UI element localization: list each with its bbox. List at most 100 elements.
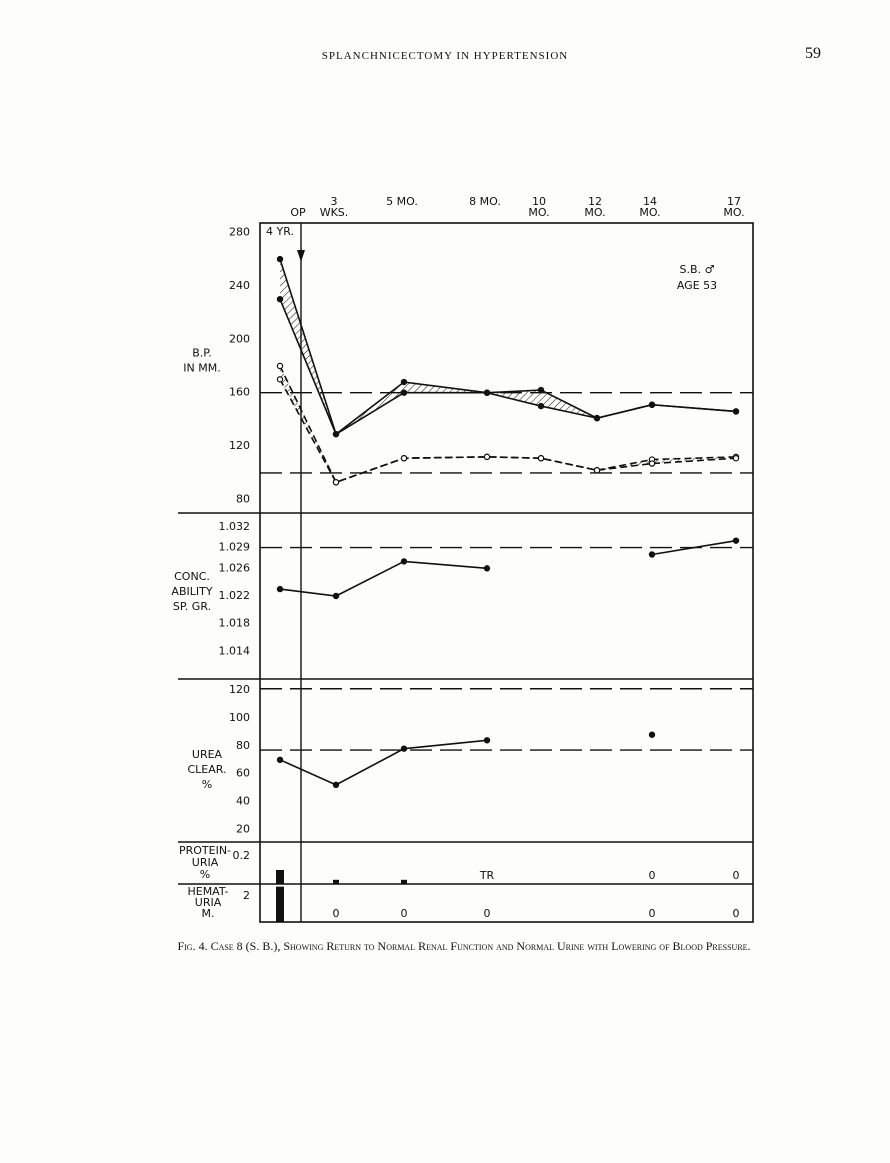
y-axis-label-line: CONC. — [174, 570, 210, 583]
x-tick-label: 5 MO. — [386, 195, 418, 208]
data-point — [332, 479, 340, 486]
series-line — [279, 298, 737, 436]
bar — [401, 879, 407, 884]
y-axis-label-line: CLEAR. — [187, 763, 226, 776]
data-point — [732, 537, 740, 544]
y-tick-label: 1.018 — [219, 617, 251, 630]
data-point — [593, 467, 601, 474]
data-point — [732, 455, 740, 462]
y-axis-label-line: % — [200, 868, 210, 881]
value-label: 0 — [649, 907, 656, 920]
data-point — [276, 295, 284, 303]
data-point — [400, 455, 408, 462]
y-axis-label-line: ABILITY — [171, 585, 212, 598]
data-point — [483, 389, 491, 396]
data-point — [593, 414, 601, 422]
y-tick-label: 80 — [236, 739, 250, 752]
y-axis-label-line: UREA — [192, 748, 223, 761]
y-axis-label-line: SP. GR. — [173, 600, 211, 613]
y-axis-label: B.P. IN MM. — [183, 347, 220, 375]
data-point — [276, 585, 284, 593]
y-tick-label: 40 — [236, 795, 250, 808]
hatch-band — [280, 259, 736, 435]
data-point — [648, 551, 656, 558]
data-point — [732, 408, 740, 415]
y-axis-label: UREA CLEAR.% — [187, 748, 226, 791]
value-label: 0 — [733, 869, 740, 882]
y-tick-label: 120 — [229, 439, 250, 452]
x-tick-label: 3 WKS. — [319, 195, 349, 219]
page-number: 59 — [805, 45, 821, 62]
y-tick-label: 1.032 — [219, 520, 251, 533]
x-tick-label: 12 MO. — [584, 195, 606, 219]
running-header: SPLANCHNICECTOMY IN HYPERTENSION — [321, 50, 569, 62]
data-point — [648, 401, 656, 408]
data-point — [400, 389, 408, 396]
value-label: 0 — [401, 907, 408, 920]
y-tick-label: 1.022 — [219, 589, 251, 602]
y-axis-label-line: % — [202, 778, 212, 791]
op-label: OP — [290, 206, 306, 219]
value-label: 0 — [333, 907, 340, 920]
y-tick-label: 1.014 — [219, 644, 251, 657]
x-tick-label: 4 YR. — [266, 225, 294, 238]
data-point — [537, 455, 545, 462]
annotation-line: AGE 53 — [677, 279, 717, 292]
y-tick-label: 0.2 — [233, 849, 251, 862]
data-point — [648, 460, 656, 467]
data-point — [400, 558, 408, 565]
series-line — [279, 539, 737, 597]
value-label: 0 — [649, 869, 656, 882]
y-tick-label: 60 — [236, 767, 250, 780]
data-point — [276, 756, 284, 764]
data-point — [483, 565, 491, 572]
data-point — [537, 386, 545, 394]
series-line — [279, 258, 737, 436]
op-arrow — [297, 250, 305, 262]
y-axis-label: CONC. ABILITY SP. GR. — [171, 570, 212, 613]
y-axis-label-line: IN MM. — [183, 362, 220, 375]
data-point — [648, 731, 656, 738]
series-line — [280, 735, 652, 785]
y-tick-label: 80 — [236, 493, 250, 506]
y-axis-label-line: HEMAT- — [187, 885, 228, 898]
y-axis-label-line: URIA — [192, 856, 219, 869]
value-label: 0 — [484, 907, 491, 920]
data-point — [483, 737, 491, 744]
series-line — [279, 378, 737, 484]
annotation: S.B. ♂ AGE 53 — [677, 263, 717, 292]
x-tick-label: 10 MO. — [528, 195, 550, 219]
value-label: 0 — [733, 907, 740, 920]
y-axis-label-line: B.P. — [192, 347, 211, 360]
y-axis-label-line: M. — [202, 907, 215, 920]
x-tick-label: 17 MO. — [723, 195, 745, 219]
y-tick-label: 2 — [243, 889, 250, 902]
data-point — [276, 255, 284, 263]
bar — [276, 886, 284, 922]
value-label: TR — [479, 869, 495, 882]
data-point — [276, 362, 284, 370]
x-tick-label: 14 MO. — [639, 195, 661, 219]
data-point — [537, 402, 545, 410]
y-tick-label: 1.029 — [219, 541, 251, 554]
data-point — [483, 453, 491, 461]
data-point — [276, 376, 284, 383]
caption: Fig. 4. Case 8 (S. B.), Showing Return t… — [177, 939, 751, 953]
data-point — [400, 745, 408, 752]
y-axis-label: HEMAT-URIA M. — [187, 885, 228, 920]
y-tick-label: 100 — [229, 711, 250, 724]
y-axis-label-line: URIA — [195, 896, 222, 909]
y-axis-label-line: PROTEIN- — [179, 844, 231, 857]
y-axis-label: PROTEIN-URIA% — [179, 844, 231, 881]
x-tick-label: 8 MO. — [469, 195, 501, 208]
y-tick-label: 160 — [229, 386, 250, 399]
frame — [259, 222, 754, 923]
data-point — [332, 430, 340, 438]
data-point — [332, 592, 340, 600]
data-point — [400, 378, 408, 386]
y-tick-label: 20 — [236, 822, 250, 835]
y-tick-label: 1.026 — [219, 561, 251, 574]
data-point — [332, 781, 340, 789]
